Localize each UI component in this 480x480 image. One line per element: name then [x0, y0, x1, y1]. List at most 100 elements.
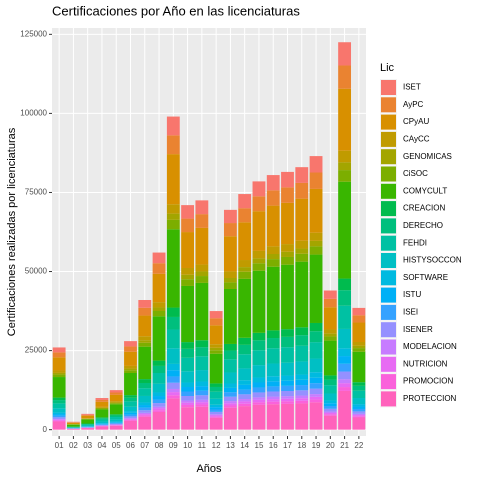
bar-segment	[181, 371, 195, 383]
y-tick-label: 75000	[25, 188, 48, 197]
x-tick-label: 19	[312, 441, 321, 450]
bar-segment	[52, 400, 66, 404]
bar-segment	[109, 402, 123, 404]
x-tick-label: 10	[183, 441, 192, 450]
bar-segment	[266, 246, 280, 254]
bar-segment	[52, 418, 66, 420]
bar-segment	[166, 316, 180, 330]
bar-segment	[266, 253, 280, 260]
bar-segment	[338, 170, 352, 182]
bar-segment	[109, 392, 123, 395]
bar-segment	[309, 402, 323, 430]
bar-segment	[95, 423, 109, 424]
bar-segment	[238, 208, 252, 223]
bar-segment	[223, 396, 237, 402]
legend-swatch	[381, 322, 396, 338]
bar-segment	[124, 406, 137, 412]
bar-segment	[252, 196, 266, 212]
bar-segment	[138, 342, 152, 347]
bar-segment	[252, 263, 266, 271]
bar-segment	[309, 358, 323, 373]
bar-segment	[181, 402, 195, 405]
x-tick-label: 22	[354, 441, 363, 450]
x-tick-label: 06	[126, 441, 135, 450]
bar-segment	[309, 388, 323, 395]
bar-segment	[124, 395, 137, 398]
bar-segment	[138, 300, 152, 308]
legend-swatch	[381, 235, 396, 251]
bar-segment	[195, 390, 209, 396]
bar-segment	[252, 350, 266, 366]
bar-segment	[323, 375, 337, 380]
bar-segment	[109, 425, 123, 430]
bar-segment	[195, 227, 209, 265]
bar-segment	[352, 382, 366, 386]
bar-segment	[252, 332, 266, 341]
bar-segment	[281, 396, 294, 399]
x-tick-label: 13	[226, 441, 235, 450]
bar-segment	[195, 356, 209, 371]
bar-segment	[195, 264, 209, 272]
bar-segment	[152, 307, 166, 312]
legend-label: ISTU	[403, 290, 421, 299]
bar-segment	[223, 392, 237, 397]
bar-segment	[195, 276, 209, 283]
bar-segment	[152, 410, 166, 412]
bar-segment	[52, 421, 66, 430]
bar-segment	[209, 417, 223, 430]
bar-segment	[266, 190, 280, 206]
bar-segment	[309, 383, 323, 389]
bar-segment	[181, 391, 195, 396]
bar-segment	[138, 415, 152, 417]
bar-segment	[238, 271, 252, 279]
bar-segment	[252, 377, 266, 383]
bar-segment	[124, 419, 137, 421]
bar-segment	[152, 411, 166, 430]
bar-segment	[124, 372, 137, 396]
bar-segment	[52, 408, 66, 413]
legend-swatch	[381, 149, 396, 165]
bar-segment	[338, 290, 352, 306]
bar-segment	[52, 417, 66, 419]
legend-label: DERECHO	[403, 221, 443, 230]
bar-segment	[323, 379, 337, 386]
bar-segment	[109, 404, 123, 415]
bar-segment	[238, 406, 252, 430]
bar-segment	[181, 218, 195, 233]
bar-segment	[281, 398, 294, 402]
bar-segment	[81, 414, 95, 416]
legend-swatch	[381, 270, 396, 286]
bar-segment	[195, 271, 209, 277]
bar-segment	[266, 396, 280, 400]
bar-segment	[95, 423, 109, 425]
bar-segment	[81, 428, 95, 430]
bar-segment	[352, 417, 366, 430]
bar-segment	[252, 211, 266, 251]
bar-segment	[195, 386, 209, 391]
bar-segment	[181, 357, 195, 372]
legend-swatch	[381, 166, 396, 182]
bar-segment	[166, 329, 180, 349]
bar-segment	[181, 404, 195, 408]
bar-segment	[209, 353, 223, 384]
bar-segment	[266, 386, 280, 392]
bar-segment	[52, 397, 66, 401]
bar-segment	[81, 425, 95, 427]
bar-segment	[166, 395, 180, 399]
bar-segment	[323, 403, 337, 407]
bar-segment	[181, 267, 195, 275]
bar-segment	[166, 388, 180, 393]
x-tick-label: 21	[340, 441, 349, 450]
bar-segment	[95, 418, 109, 420]
bar-segment	[352, 406, 366, 409]
bar-segment	[252, 340, 266, 351]
bar-segment	[352, 348, 366, 352]
bar-segment	[295, 198, 309, 241]
bar-segment	[109, 414, 123, 416]
bar-segment	[295, 385, 309, 391]
bar-segment	[309, 246, 323, 255]
chart-title: Certificaciones por Año en las licenciat…	[52, 3, 300, 18]
bar-segment	[323, 400, 337, 404]
bar-segment	[338, 65, 352, 89]
bar-segment	[223, 343, 237, 351]
